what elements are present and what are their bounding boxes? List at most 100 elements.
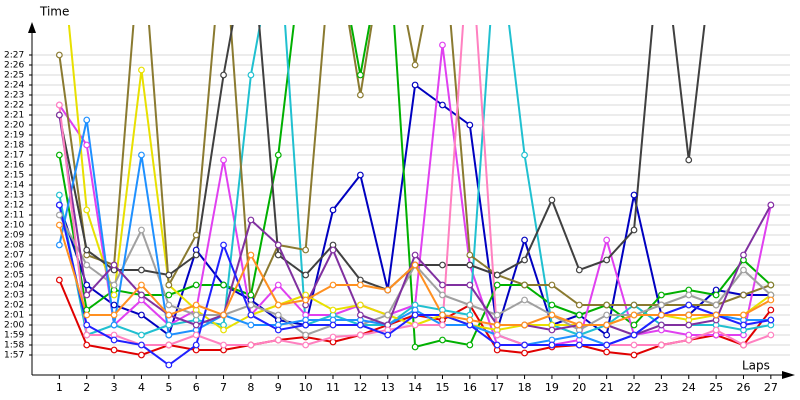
data-point: [83, 321, 91, 329]
data-point: [740, 251, 747, 259]
data-point: [603, 348, 611, 356]
x-tick-label: 5: [165, 381, 172, 394]
data-point: [110, 291, 118, 299]
data-point: [493, 311, 501, 319]
data-point: [192, 251, 200, 259]
y-tick-label: 2:11: [4, 211, 24, 221]
x-tick-label: 11: [326, 381, 340, 394]
data-point: [521, 236, 528, 244]
data-point: [411, 251, 419, 259]
data-point: [439, 291, 446, 299]
y-tick-label: 2:08: [4, 241, 24, 251]
x-tick-label: 8: [247, 381, 254, 394]
y-tick-label: 2:06: [4, 261, 24, 271]
data-point: [302, 331, 310, 339]
data-point: [767, 331, 775, 339]
y-tick-label: 2:05: [4, 271, 24, 281]
data-point: [329, 306, 337, 314]
x-tick-label: 16: [463, 381, 477, 394]
data-point: [521, 341, 528, 349]
data-point: [274, 311, 282, 319]
data-point: [55, 211, 63, 219]
x-axis-title: Laps: [742, 359, 770, 373]
x-tick-label: 19: [545, 381, 559, 394]
data-point: [110, 261, 118, 269]
y-axis-arrow: [28, 22, 36, 33]
y-tick-label: 2:16: [4, 161, 24, 171]
data-point: [575, 266, 583, 274]
data-point: [83, 141, 91, 149]
y-tick-label: 2:17: [4, 151, 24, 161]
data-point: [356, 91, 364, 99]
data-point: [110, 336, 118, 344]
data-point: [439, 41, 446, 49]
ticks: 1:571:581:592:002:012:022:032:042:052:06…: [4, 51, 778, 395]
data-point: [521, 321, 528, 329]
data-point: [466, 251, 474, 259]
y-tick-label: 2:13: [4, 191, 24, 201]
data-point: [411, 311, 419, 319]
y-tick-label: 2:01: [4, 311, 24, 321]
y-tick-label: 1:59: [4, 331, 24, 341]
data-point: [630, 321, 638, 329]
data-point: [493, 331, 501, 339]
data-point: [302, 296, 310, 304]
data-point: [110, 281, 118, 289]
data-point: [220, 71, 227, 79]
data-point: [767, 296, 775, 304]
data-point: [493, 271, 501, 279]
data-point: [466, 121, 474, 129]
data-point: [55, 221, 63, 229]
data-point: [138, 341, 145, 349]
y-tick-label: 2:19: [4, 131, 24, 141]
data-point: [55, 51, 63, 59]
data-point: [657, 321, 665, 329]
data-point: [274, 326, 282, 334]
data-point: [247, 251, 255, 259]
data-point: [548, 196, 556, 204]
data-point: [630, 341, 638, 349]
y-tick-label: 2:12: [4, 201, 24, 211]
data-point: [138, 66, 145, 74]
y-tick-label: 2:02: [4, 301, 24, 311]
x-tick-label: 10: [299, 381, 313, 394]
data-point: [740, 341, 747, 349]
y-axis-title: Time: [39, 5, 69, 19]
data-point: [274, 301, 282, 309]
data-point: [548, 341, 556, 349]
data-point: [274, 336, 282, 344]
data-point: [521, 281, 528, 289]
data-point: [165, 301, 173, 309]
data-point: [712, 301, 720, 309]
data-point: [767, 316, 775, 324]
data-point: [466, 341, 474, 349]
data-point: [657, 311, 665, 319]
data-point: [521, 256, 528, 264]
data-point: [521, 296, 528, 304]
data-point: [356, 301, 364, 309]
data-point: [356, 311, 364, 319]
data-point: [220, 241, 227, 249]
data-point: [657, 291, 665, 299]
x-tick-label: 12: [353, 381, 367, 394]
data-point: [274, 151, 282, 159]
data-point: [274, 251, 282, 259]
data-point: [767, 306, 775, 314]
x-tick-label: 3: [111, 381, 118, 394]
data-point: [138, 351, 145, 359]
data-point: [220, 311, 227, 319]
data-point: [329, 333, 337, 341]
data-point: [165, 321, 173, 329]
y-tick-label: 2:18: [4, 141, 24, 151]
data-point: [548, 281, 556, 289]
data-point: [411, 81, 419, 89]
data-point: [575, 321, 583, 329]
data-point: [138, 151, 145, 159]
x-tick-label: 21: [600, 381, 614, 394]
x-tick-label: 20: [572, 381, 586, 394]
data-point: [439, 281, 446, 289]
data-point: [685, 321, 693, 329]
data-point: [55, 111, 63, 119]
data-point: [356, 281, 364, 289]
